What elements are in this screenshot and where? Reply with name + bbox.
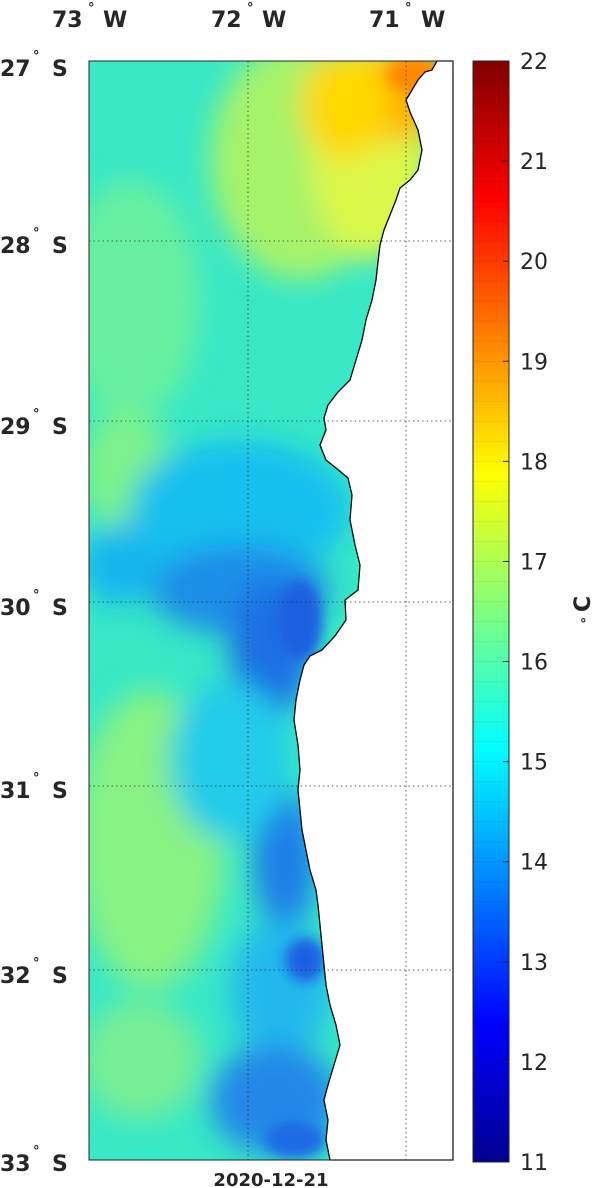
lon-label-71w: 71 bbox=[369, 8, 400, 33]
lon-degree-72w: ° bbox=[247, 1, 254, 16]
lat-hem-30s: S bbox=[52, 596, 68, 621]
latitude-labels: 27 ° S 28 ° S 29 ° S 30 ° S 31 ° S 32 ° … bbox=[0, 49, 68, 1177]
graticule bbox=[89, 61, 453, 1160]
lat-label-27s: 27 bbox=[0, 57, 31, 82]
land-mass bbox=[293, 60, 454, 1161]
colorbar-tick-label: 15 bbox=[520, 751, 548, 776]
lat-label-30s: 30 bbox=[0, 596, 31, 621]
lat-degree-32s: ° bbox=[33, 956, 40, 971]
lat-label-31s: 31 bbox=[0, 779, 31, 804]
colorbar-tick-label: 12 bbox=[520, 1051, 548, 1076]
colorbar-tick-label: 18 bbox=[520, 450, 548, 475]
lat-degree-28s: ° bbox=[33, 226, 40, 241]
colorbar-ticks: 11 12 13 14 15 16 17 18 19 20 21 22 bbox=[503, 50, 548, 1176]
colorbar: 11 12 13 14 15 16 17 18 19 20 21 22 ° C bbox=[472, 50, 593, 1176]
colorbar-unit-degree: ° bbox=[580, 617, 587, 632]
lat-degree-31s: ° bbox=[33, 771, 40, 786]
date-label: 2020-12-21 bbox=[213, 1170, 328, 1188]
colorbar-tick-label: 21 bbox=[520, 150, 548, 175]
colorbar-tick-label: 17 bbox=[520, 550, 548, 575]
lat-hem-27s: S bbox=[52, 57, 68, 82]
map-frame bbox=[88, 60, 454, 1161]
lat-degree-27s: ° bbox=[33, 49, 40, 64]
lat-degree-33s: ° bbox=[33, 1144, 40, 1159]
lon-hem-73w: W bbox=[103, 8, 127, 33]
colorbar-tick-label: 14 bbox=[520, 851, 548, 876]
lat-hem-31s: S bbox=[52, 779, 68, 804]
lat-label-29s: 29 bbox=[0, 415, 31, 440]
colorbar-gradient bbox=[473, 61, 509, 1162]
colorbar-tick-label: 13 bbox=[520, 951, 548, 976]
lon-degree-71w: ° bbox=[405, 1, 412, 16]
lat-hem-32s: S bbox=[52, 964, 68, 989]
colorbar-tick-label: 22 bbox=[520, 50, 548, 75]
lat-label-28s: 28 bbox=[0, 234, 31, 259]
colorbar-tick-label: 20 bbox=[520, 250, 548, 275]
longitude-labels: 73 ° W 72 ° W 71 ° W bbox=[52, 1, 445, 33]
lon-hem-72w: W bbox=[262, 8, 286, 33]
lat-degree-30s: ° bbox=[33, 588, 40, 603]
lat-hem-33s: S bbox=[52, 1152, 68, 1177]
colorbar-tick-label: 16 bbox=[520, 651, 548, 676]
colorbar-frame bbox=[472, 60, 510, 1163]
lat-hem-29s: S bbox=[52, 415, 68, 440]
lat-label-32s: 32 bbox=[0, 964, 31, 989]
colorbar-tick-label: 19 bbox=[520, 350, 548, 375]
lon-hem-71w: W bbox=[421, 8, 445, 33]
lon-label-73w: 73 bbox=[52, 8, 83, 33]
colorbar-tick-label: 11 bbox=[520, 1151, 548, 1176]
lon-label-72w: 72 bbox=[211, 8, 242, 33]
lat-hem-28s: S bbox=[52, 234, 68, 259]
lat-degree-29s: ° bbox=[33, 407, 40, 422]
lon-degree-73w: ° bbox=[88, 1, 95, 16]
colorbar-unit-label: C bbox=[571, 596, 593, 612]
lat-label-33s: 33 bbox=[0, 1152, 31, 1177]
